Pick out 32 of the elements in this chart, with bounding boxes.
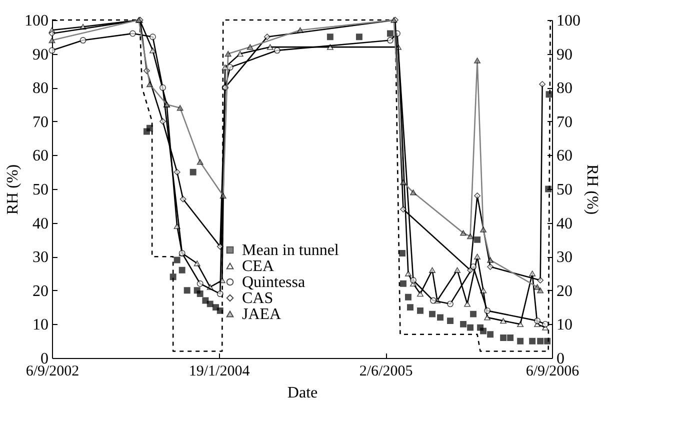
y-tick-label: 80 xyxy=(32,80,48,98)
y-tick-label: 20 xyxy=(32,282,48,300)
y2-tick-label: 50 xyxy=(556,182,572,198)
legend-label: CAS xyxy=(242,290,274,307)
y-tick-label: 30 xyxy=(32,249,48,266)
y-tick-label: 90 xyxy=(32,46,48,64)
y2-axis-title: RH (%) xyxy=(584,164,600,215)
y-tick-label: 40 xyxy=(32,215,48,232)
y2-tick-label: 90 xyxy=(556,46,572,64)
x-tick-label: 6/9/2006 xyxy=(526,364,580,380)
y2-tick-label: 40 xyxy=(556,215,572,232)
legend-label: JAEA xyxy=(242,306,282,323)
y2-tick-label: 80 xyxy=(556,80,572,98)
y-tick-label: 10 xyxy=(32,316,48,334)
y2-tick-label: 20 xyxy=(556,282,572,300)
y2-tick-label: 60 xyxy=(556,148,572,165)
y-tick-label: 50 xyxy=(32,182,48,198)
x-tick-label: 2/6/2005 xyxy=(359,364,413,380)
legend-label: Quintessa xyxy=(242,274,306,291)
legend-label: Mean in tunnel xyxy=(242,242,340,259)
x-tick-label: 6/9/2002 xyxy=(26,364,80,380)
y2-tick-label: 100 xyxy=(556,12,580,30)
y-axis-title: RH (%) xyxy=(4,164,22,215)
y-tick-label: 70 xyxy=(32,114,48,131)
y-tick-label: 100 xyxy=(24,12,48,30)
y2-tick-label: 30 xyxy=(556,249,572,266)
y2-tick-label: 70 xyxy=(556,114,572,131)
x-tick-label: 19/1/2004 xyxy=(188,364,250,380)
y-tick-label: 60 xyxy=(32,148,48,165)
y2-tick-label: 10 xyxy=(556,316,572,334)
x-axis-title: Date xyxy=(287,384,318,402)
legend-label: CEA xyxy=(242,258,274,275)
